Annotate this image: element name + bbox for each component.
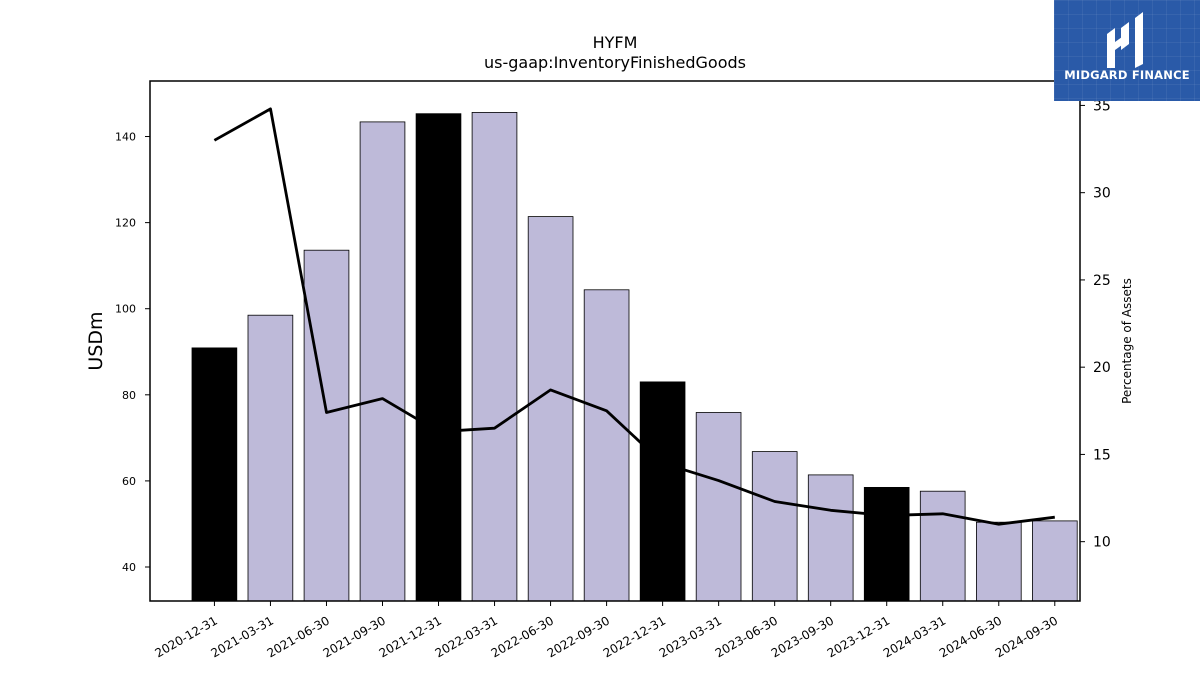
x-tick-label: 2022-09-30 <box>545 613 612 660</box>
y2-tick-label: 35 <box>1093 98 1111 114</box>
y-axis-left: 40 60 80 100 120 140 <box>115 131 150 574</box>
y-tick-label: 40 <box>122 561 136 574</box>
x-tick-label: 2021-12-31 <box>377 613 444 660</box>
bar-2021-09-30 <box>359 121 406 602</box>
x-tick-label: 2023-09-30 <box>769 613 836 660</box>
y-tick-label: 120 <box>115 217 136 230</box>
bar-2023-09-30 <box>807 474 854 602</box>
percentage-of-assets-line <box>213 107 1055 526</box>
x-tick-label: 2024-09-30 <box>993 613 1060 660</box>
bar-2024-09-30 <box>1032 520 1078 602</box>
x-axis: 2020-12-312021-03-312021-06-302021-09-30… <box>153 601 1060 660</box>
x-tick-label: 2022-12-31 <box>601 613 668 660</box>
bar-2022-06-30 <box>527 216 574 602</box>
y2-tick-label: 30 <box>1093 186 1111 202</box>
bar-2024-03-31 <box>919 490 966 602</box>
x-tick-label: 2024-03-31 <box>881 613 948 660</box>
line-group <box>213 107 1055 526</box>
x-tick-label: 2023-12-31 <box>825 613 892 660</box>
x-tick-label: 2024-06-30 <box>937 613 1004 660</box>
y-tick-label: 140 <box>115 131 136 144</box>
x-tick-label: 2023-03-31 <box>657 613 724 660</box>
bar-2021-12-31 <box>415 113 462 602</box>
bar-2024-06-30 <box>976 521 1022 602</box>
x-tick-label: 2022-06-30 <box>489 613 556 660</box>
x-tick-label: 2022-03-31 <box>433 613 500 660</box>
chart-title: HYFM <box>593 33 638 52</box>
y-tick-label: 80 <box>122 389 136 402</box>
bar-2022-09-30 <box>583 289 630 602</box>
bar-2022-03-31 <box>471 112 518 602</box>
plot-frame <box>149 80 1081 602</box>
y2-tick-label: 10 <box>1093 535 1111 551</box>
y-axis-label: USDm <box>85 311 107 370</box>
midgard-finance-logo: MIDGARD FINANCE <box>1054 0 1200 101</box>
bar-2023-12-31 <box>863 486 910 602</box>
y2-tick-label: 15 <box>1093 447 1111 463</box>
chart-subtitle: us-gaap:InventoryFinishedGoods <box>484 53 746 72</box>
bars-group <box>191 112 1078 602</box>
y-tick-label: 100 <box>115 303 136 316</box>
bar-2023-03-31 <box>695 412 742 602</box>
y-tick-label: 60 <box>122 475 136 488</box>
bar-2022-12-31 <box>639 381 686 602</box>
y-axis-right: 10 15 20 25 30 35 <box>1080 98 1111 551</box>
x-tick-label: 2023-06-30 <box>713 613 780 660</box>
x-tick-label: 2020-12-31 <box>153 613 220 660</box>
y2-axis-label: Percentage of Assets <box>1120 278 1134 404</box>
x-tick-label: 2021-03-31 <box>209 613 276 660</box>
bar-2023-06-30 <box>751 451 798 602</box>
midgard-logo-icon <box>1107 12 1143 68</box>
logo-text: MIDGARD FINANCE <box>1064 68 1190 82</box>
bar-2021-03-31 <box>247 314 294 602</box>
x-tick-label: 2021-06-30 <box>265 613 332 660</box>
x-tick-label: 2021-09-30 <box>321 613 388 660</box>
y2-tick-label: 20 <box>1093 360 1111 376</box>
bar-2020-12-31 <box>191 347 238 602</box>
y2-tick-label: 25 <box>1093 273 1111 289</box>
bar-2021-06-30 <box>303 249 350 602</box>
